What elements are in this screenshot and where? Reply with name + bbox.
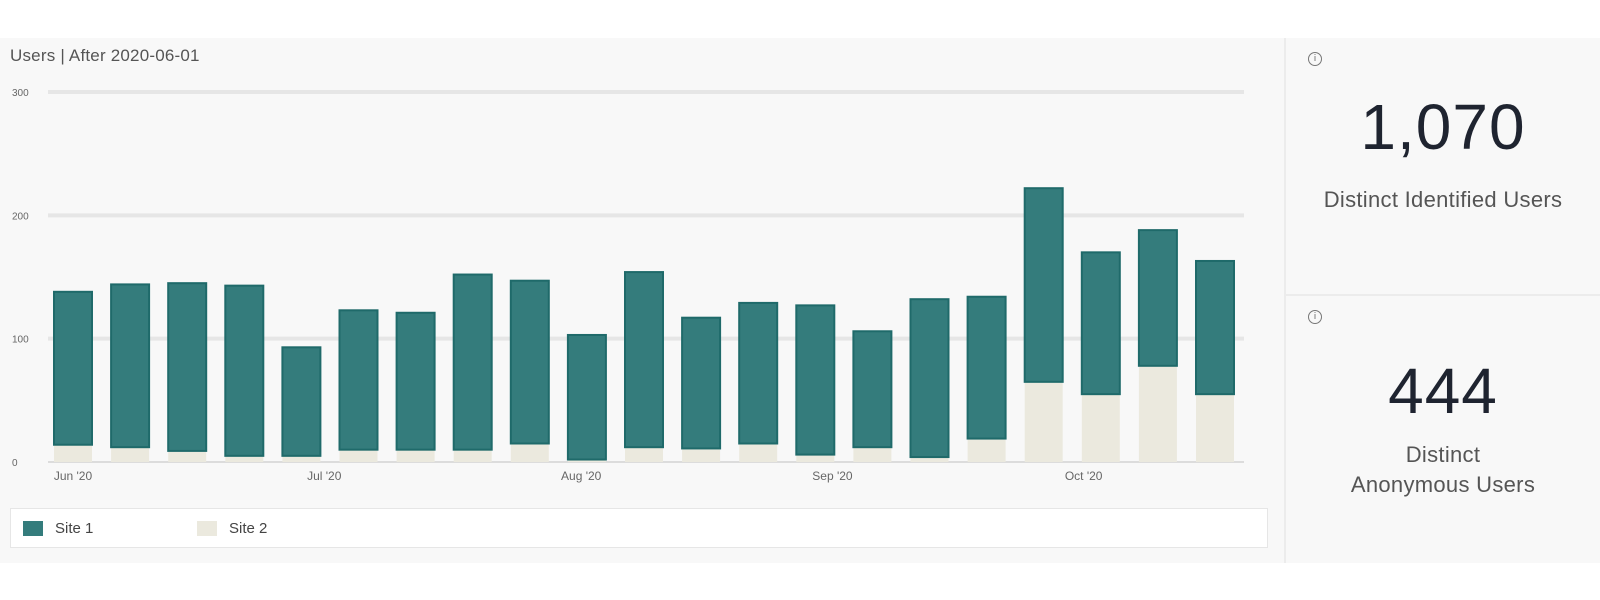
bar-site-1[interactable] — [395, 311, 436, 451]
bar-site-2[interactable] — [1024, 381, 1063, 462]
bar-site-1[interactable] — [53, 290, 93, 446]
bar-site-2[interactable] — [567, 459, 606, 462]
bar-site-2[interactable] — [625, 447, 663, 462]
anonymous-users-value: 444 — [1388, 355, 1498, 427]
bar-site-1[interactable] — [1023, 187, 1064, 383]
info-icon[interactable]: i — [1308, 310, 1322, 324]
y-tick-label: 300 — [12, 88, 29, 99]
bar-site-1[interactable] — [1195, 259, 1235, 396]
stat-card-anonymous-users: i 444 Distinct Anonymous Users — [1286, 296, 1600, 563]
bar-site-2[interactable] — [967, 438, 1006, 462]
bar-site-1[interactable] — [509, 279, 550, 445]
x-tick-label: Jul '20 — [307, 469, 342, 483]
bar-site-2[interactable] — [282, 455, 321, 462]
bar-site-1[interactable] — [224, 284, 265, 457]
legend-swatch-site-1 — [23, 521, 43, 536]
legend-item-site-2[interactable]: Site 2 — [197, 520, 267, 537]
users-bar-chart: 0 100 200 300 Jun '20 Jul '20 Aug '20 Sep '20 Oc… — [12, 88, 1244, 483]
bar-site-2[interactable] — [396, 449, 435, 462]
panel-divider — [1284, 38, 1286, 563]
bar-site-1[interactable] — [452, 273, 493, 451]
bar-site-1[interactable] — [624, 271, 664, 449]
x-tick-label: Oct '20 — [1065, 469, 1103, 483]
bar-site-2[interactable] — [853, 447, 892, 462]
bar-site-1[interactable] — [281, 346, 322, 457]
anonymous-users-label: Distinct Anonymous Users — [1350, 442, 1536, 497]
y-tick-label: 200 — [12, 211, 29, 222]
bar-site-1[interactable] — [1137, 229, 1178, 367]
chart-legend: Site 1 Site 2 — [10, 508, 1268, 548]
bar-site-1[interactable] — [566, 333, 607, 461]
stat-card-identified-users: i 1,070 Distinct Identified Users — [1286, 38, 1600, 294]
bar-site-1[interactable] — [110, 283, 151, 449]
bar-site-1[interactable] — [338, 309, 379, 451]
bar-site-2[interactable] — [796, 454, 835, 462]
x-tick-label: Aug '20 — [561, 469, 602, 483]
bar-site-2[interactable] — [510, 443, 549, 463]
bar-site-2[interactable] — [682, 448, 721, 462]
bar-site-2[interactable] — [739, 443, 778, 463]
identified-users-label: Distinct Identified Users — [1323, 187, 1563, 212]
bar-site-2[interactable] — [453, 449, 492, 462]
bar-site-1[interactable] — [1080, 251, 1121, 396]
bar-site-1[interactable] — [681, 316, 722, 450]
bar-site-2[interactable] — [1081, 394, 1120, 462]
bar-site-1[interactable] — [738, 301, 779, 445]
y-tick-label: 100 — [12, 335, 29, 346]
bar-site-2[interactable] — [1138, 365, 1177, 462]
bar-site-1[interactable] — [167, 282, 208, 452]
bar-site-1[interactable] — [966, 295, 1007, 440]
stat-divider — [1286, 294, 1600, 296]
y-tick-label: 0 — [12, 458, 18, 469]
bar-site-2[interactable] — [225, 455, 264, 462]
chart-title: Users | After 2020-06-01 — [10, 46, 200, 65]
bar-site-2[interactable] — [339, 449, 378, 462]
legend-swatch-site-2 — [197, 521, 217, 536]
legend-label-site-2: Site 2 — [229, 520, 268, 537]
dashboard: Users | After 2020-06-01 0 100 200 300 Jun '… — [0, 38, 1600, 563]
identified-users-value: 1,070 — [1360, 91, 1526, 163]
bar-site-2[interactable] — [1196, 394, 1234, 462]
bar-site-1[interactable] — [795, 304, 836, 456]
info-icon[interactable]: i — [1308, 52, 1322, 66]
bar-site-2[interactable] — [168, 450, 207, 462]
bar-site-2[interactable] — [910, 457, 949, 462]
legend-label-site-1: Site 1 — [55, 520, 94, 537]
bar-site-2[interactable] — [54, 444, 92, 462]
x-tick-label: Jun '20 — [54, 469, 93, 483]
bar-site-2[interactable] — [111, 447, 150, 462]
users-chart-panel: Users | After 2020-06-01 0 100 200 300 Jun '… — [0, 38, 1284, 563]
bar-site-1[interactable] — [909, 298, 950, 459]
x-tick-label: Sep '20 — [812, 469, 853, 483]
legend-item-site-1[interactable]: Site 1 — [23, 520, 93, 537]
bar-site-1[interactable] — [852, 330, 893, 449]
